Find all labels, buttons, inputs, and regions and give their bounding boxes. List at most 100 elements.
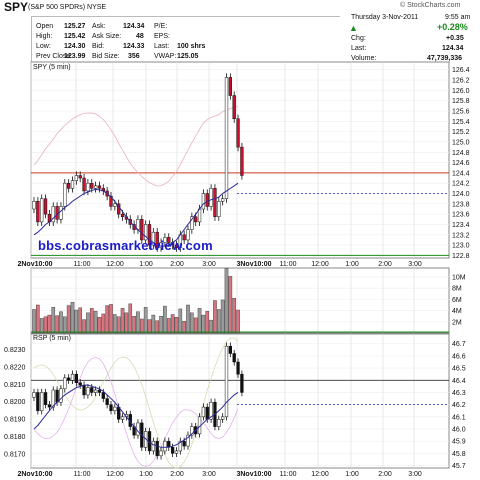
x-tick-label: 3:00 <box>202 261 216 268</box>
ticker-symbol: SPY <box>4 0 29 14</box>
x-tick-label: 3Nov10:00 <box>236 261 271 268</box>
volume-bar <box>147 319 152 334</box>
candle-body <box>78 175 82 179</box>
x-tick-label: 2Nov10:00 <box>17 261 52 268</box>
y-tick-label: 126.0 <box>452 88 470 95</box>
candle-body <box>228 77 232 96</box>
volume-bar <box>228 276 233 334</box>
candle-body <box>70 373 75 381</box>
candle-body <box>70 180 75 189</box>
candle-body <box>182 234 186 241</box>
y-tick-label-right: 46.6 <box>452 353 466 360</box>
volume-bar <box>136 311 140 334</box>
candle-body <box>190 216 194 230</box>
candle-body <box>159 450 163 457</box>
y-tick-label-right: 46.0 <box>452 427 466 434</box>
x-tick-label: 12:00 <box>311 471 329 478</box>
volume-bar <box>89 308 94 334</box>
y-tick-label: 8M <box>452 286 462 293</box>
bid-value: 124.33 <box>123 43 145 50</box>
candle-body <box>194 216 198 223</box>
candle-body <box>159 242 163 248</box>
volume-bar <box>155 320 160 334</box>
y-tick-label: 124.0 <box>452 191 470 198</box>
chg-label: Chg: <box>351 35 366 42</box>
candle-body <box>221 416 225 420</box>
volume-bar <box>39 318 44 334</box>
candle-body <box>40 198 44 223</box>
x-tick-label: 2:00 <box>378 471 392 478</box>
candle-body <box>163 440 167 452</box>
candle-body <box>63 182 67 207</box>
volume-bar <box>201 314 206 334</box>
volume-bar <box>55 315 59 334</box>
high-value: 125.42 <box>64 33 86 40</box>
y-tick-label: 124.2 <box>452 181 470 188</box>
chg-value: +0.35 <box>446 35 464 42</box>
candle-body <box>201 193 206 210</box>
candle-body <box>32 392 36 398</box>
last-shares-value: 100 shrs <box>177 43 206 50</box>
x-tick-label: 3:00 <box>408 471 422 478</box>
candle-body <box>167 440 171 448</box>
volume-bar <box>193 317 198 334</box>
volume-bar <box>170 314 175 334</box>
y-tick-label: 126.2 <box>452 78 470 85</box>
y-tick-label: 125.0 <box>452 139 470 146</box>
quote-time: 9:55 am <box>445 14 471 21</box>
x-tick-label: 11:00 <box>280 261 297 268</box>
y-tick-label: 4M <box>452 308 462 315</box>
y-tick-label-right: 46.4 <box>452 378 466 385</box>
volume-bar <box>159 315 163 334</box>
volume-bar <box>105 305 109 334</box>
x-tick-label: 1:00 <box>345 471 359 478</box>
y-tick-label: 123.8 <box>452 201 470 208</box>
candle-body <box>93 185 98 189</box>
candle-body <box>67 182 71 189</box>
candle-body <box>213 188 217 217</box>
upper-band-line <box>33 105 239 187</box>
volume-bar <box>74 309 79 334</box>
candle-body <box>97 389 102 393</box>
ask-value: 124.34 <box>123 23 145 30</box>
ask-size-label: Ask Size: <box>92 33 122 40</box>
candle-body <box>232 95 236 119</box>
candle-body <box>240 146 244 176</box>
y-tick-label: 123.2 <box>452 232 470 239</box>
y-tick-label: 125.4 <box>452 119 470 126</box>
y-tick-label: 123.6 <box>452 212 470 219</box>
vwap-value: 125.05 <box>177 53 199 60</box>
quote-header: SPY (S&P 500 SPDRs) NYSE © StockCharts.c… <box>0 0 480 63</box>
last-shares-label: Last: <box>154 43 170 50</box>
candle-body <box>151 440 155 452</box>
candle-body <box>32 201 36 210</box>
quote-table: Open 125.27 Ask: 124.34 P/E: High: 125.4… <box>31 16 340 63</box>
y-tick-label: 125.2 <box>452 129 470 136</box>
prev-close-value: 123.99 <box>64 53 86 60</box>
x-tick-label: 1:00 <box>345 261 359 268</box>
x-tick-label: 11:00 <box>74 471 91 478</box>
x-tick-label: 2:00 <box>170 471 184 478</box>
volume-bar <box>128 303 133 334</box>
price-panel-title: SPY (5 min) <box>33 64 71 71</box>
candle-body <box>178 440 182 452</box>
y-tick-label-left: 0.8210 <box>4 382 26 389</box>
candle-body <box>109 404 113 411</box>
last-value: 124.34 <box>442 45 464 52</box>
x-tick-label: 1:00 <box>139 261 153 268</box>
candle-body <box>43 198 48 215</box>
volume-bar <box>186 304 190 334</box>
volume-label: Volume: <box>351 55 377 62</box>
volume-bar <box>190 312 194 334</box>
exchange-label: NYSE <box>87 4 107 11</box>
candle-body <box>36 201 40 223</box>
quote-date: Thursday 3-Nov-2011 <box>351 14 419 21</box>
candle-body <box>90 387 94 393</box>
price-candles <box>32 73 244 252</box>
candle-body <box>174 450 179 454</box>
x-tick-label: 12:00 <box>106 261 124 268</box>
candle-body <box>113 406 117 411</box>
stockcharts-logo: © StockCharts.com <box>400 2 461 9</box>
candle-body <box>224 77 229 199</box>
